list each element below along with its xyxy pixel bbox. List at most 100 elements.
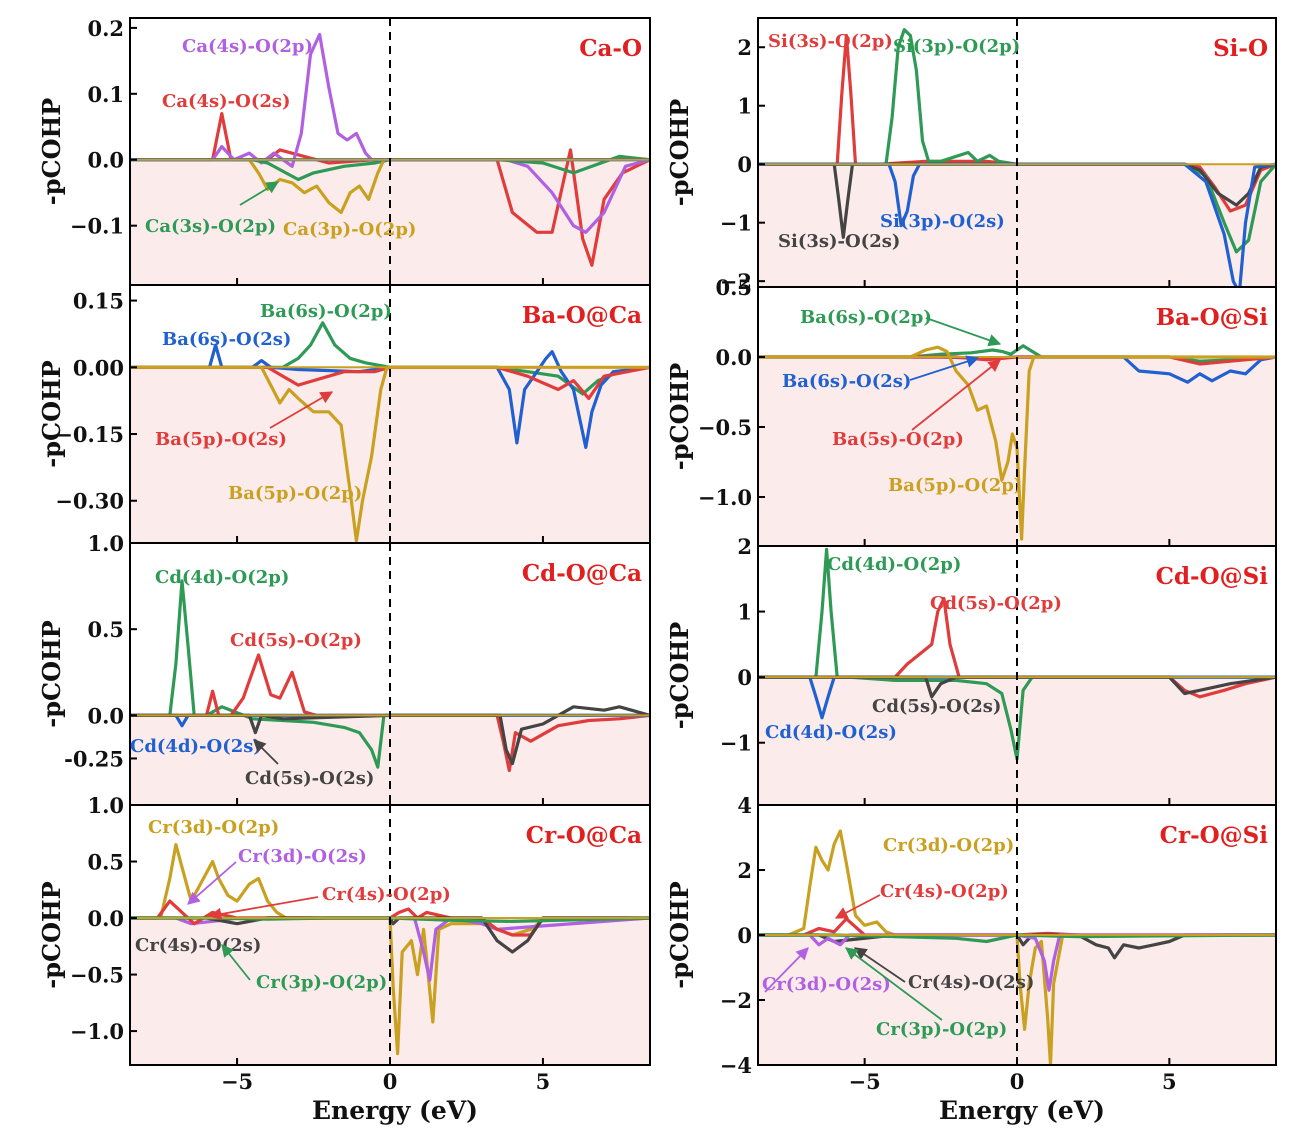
y-tick-label: −1.0 bbox=[698, 485, 752, 510]
annotation-arrow bbox=[909, 355, 980, 381]
annotation-arrow bbox=[764, 947, 809, 993]
annotation-label: Si(3p)-O(2s) bbox=[880, 211, 1005, 232]
y-axis-label: -pCOHP bbox=[37, 620, 66, 727]
x-axis-label: Energy (eV) bbox=[939, 1096, 1105, 1125]
annotation-arrow bbox=[925, 317, 1002, 347]
panel-title: Ca-O bbox=[579, 35, 642, 62]
y-tick-label: −1 bbox=[720, 731, 752, 756]
y-tick-label: 0.5 bbox=[715, 275, 752, 300]
annotation-arrow bbox=[853, 947, 906, 983]
panel-si-o: 2 1 0 −1 −2 -pCOHP Si-O Si(3s)-O(2p) Si(3p)-O(2p… bbox=[665, 17, 1277, 294]
y-tick-label: 0.0 bbox=[87, 703, 124, 728]
x-tick-label: −5 bbox=[221, 1069, 253, 1094]
panel-title: Cd-O@Si bbox=[1156, 563, 1269, 590]
annotation-label: Ba(6s)-O(2p) bbox=[800, 307, 932, 328]
annotation-label: Cr(4s)-O(2p) bbox=[880, 881, 1009, 902]
annotation-label: Cr(3p)-O(2p) bbox=[876, 1019, 1007, 1040]
y-tick-label: 1 bbox=[737, 94, 752, 119]
y-axis-label: -pCOHP bbox=[665, 881, 694, 988]
series-cd5s_o2s bbox=[130, 705, 650, 766]
y-tick-label: 0 bbox=[737, 923, 752, 948]
annotation-arrow bbox=[269, 391, 334, 429]
annotation-arrow bbox=[208, 896, 319, 921]
panel-title: Cr-O@Ca bbox=[526, 822, 642, 849]
y-axis-label: -pCOHP bbox=[665, 99, 694, 206]
y-axis-label: -pCOHP bbox=[665, 622, 694, 729]
series-ca4s_o2p bbox=[130, 32, 650, 234]
annotation-label: Si(3p)-O(2p) bbox=[893, 36, 1020, 57]
panel-title: Ba-O@Ca bbox=[522, 302, 642, 329]
panel-cd-o-ca: 1.0 0.5 0.0 -0.25 -pCOHP Cd-O@Ca Cd(4d)-O(2p) C… bbox=[37, 531, 651, 806]
y-tick-label: -0.25 bbox=[64, 746, 124, 771]
annotation-label: Si(3s)-O(2p) bbox=[768, 31, 893, 52]
x-tick-label: 5 bbox=[536, 1069, 551, 1094]
x-axis-label: Energy (eV) bbox=[312, 1096, 478, 1125]
panel-title: Ba-O@Si bbox=[1156, 304, 1269, 331]
annotation-label: Ba(6s)-O(2s) bbox=[782, 371, 911, 392]
y-axis-label: -pCOHP bbox=[37, 881, 66, 988]
annotation-arrow bbox=[187, 861, 237, 905]
annotation-label: Cr(3d)-O(2p) bbox=[148, 817, 279, 838]
annotation-arrow bbox=[221, 944, 251, 981]
annotation-label: Ba(6s)-O(2s) bbox=[162, 329, 291, 350]
annotation-label: Ca(3s)-O(2p) bbox=[145, 216, 276, 237]
y-tick-label: −1.0 bbox=[70, 1019, 124, 1044]
panel-ba-o-ca: 0.15 0.00 −0.15 −0.30 -pCOHP Ba-O@Ca Ba(6s)-O(… bbox=[37, 284, 651, 544]
annotation-label: Cr(3d)-O(2s) bbox=[762, 974, 891, 995]
panel-title: Cr-O@Si bbox=[1160, 822, 1269, 849]
panel-cr-o-si: 4 2 0 −2 −4 −5 0 5 -pCOHP Energy (eV) Cr-O@Si Cr(3d… bbox=[665, 793, 1277, 1125]
annotation-label: Ca(4s)-O(2p) bbox=[182, 36, 313, 57]
series-cr4s_o2p bbox=[130, 899, 650, 937]
panel-ca-o: 0.2 0.1 0.0 −0.1-pCOHP Ca-O Ca(4s)-O(2p) Ca(4s… bbox=[37, 16, 651, 286]
panel-cr-o-ca: 1.0 0.5 0.0 −0.5 −1.0 −5 0 5 -pCOHP Energy (eV) Cr… bbox=[37, 793, 651, 1125]
annotation-label: Si(3s)-O(2s) bbox=[778, 231, 900, 252]
annotation-arrow bbox=[253, 739, 279, 765]
annotation-label: Ca(3p)-O(2p) bbox=[283, 219, 416, 240]
x-tick-label: −5 bbox=[849, 1069, 881, 1094]
series-cd4d_o2p bbox=[130, 579, 650, 769]
annotation-label: Cr(3d)-O(2p) bbox=[883, 835, 1014, 856]
y-tick-label: 0 bbox=[737, 665, 752, 690]
y-tick-label: −0.30 bbox=[55, 489, 124, 514]
y-tick-label: 0.1 bbox=[87, 82, 124, 107]
annotation-label: Cd(4d)-O(2p) bbox=[827, 554, 961, 575]
y-tick-label: 0.5 bbox=[87, 617, 124, 642]
panel-title: Si-O bbox=[1213, 35, 1268, 62]
y-tick-label: −4 bbox=[720, 1053, 752, 1078]
annotation-label: Cd(4d)-O(2s) bbox=[130, 736, 262, 757]
annotation-arrow bbox=[834, 894, 881, 919]
y-tick-label: 0 bbox=[737, 152, 752, 177]
y-tick-label: −0.1 bbox=[70, 214, 124, 239]
y-tick-label: −2 bbox=[720, 988, 752, 1013]
annotation-label: Cr(3p)-O(2p) bbox=[256, 972, 387, 993]
annotation-label: Ba(5p)-O(2s) bbox=[155, 429, 287, 450]
y-tick-label: 0.00 bbox=[73, 355, 124, 380]
series-si3p_o2p bbox=[758, 28, 1276, 254]
y-tick-label: 4 bbox=[737, 793, 752, 818]
y-tick-label: −0.5 bbox=[698, 415, 752, 440]
panel-cd-o-si: 2 1 0 −1 -pCOHP Cd-O@Si Cd(4d)-O(2p) Cd(5s)-O(2… bbox=[665, 534, 1277, 806]
y-tick-label: 0.0 bbox=[87, 906, 124, 931]
annotation-label: Cr(4s)-O(2s) bbox=[908, 972, 1034, 993]
annotation-label: Cd(4d)-O(2p) bbox=[155, 567, 289, 588]
y-tick-label: 1 bbox=[737, 600, 752, 625]
annotation-label: Cr(4s)-O(2p) bbox=[322, 884, 451, 905]
x-tick-label: 0 bbox=[1010, 1069, 1025, 1094]
annotation-label: Cd(5s)-O(2s) bbox=[872, 696, 1001, 717]
y-axis-label: -pCOHP bbox=[665, 363, 694, 470]
y-tick-label: 2 bbox=[737, 534, 752, 559]
y-tick-label: 0.2 bbox=[87, 16, 124, 41]
series-ca4s_o2s bbox=[130, 112, 650, 267]
y-tick-label: 2 bbox=[737, 858, 752, 883]
x-tick-label: 5 bbox=[1162, 1069, 1177, 1094]
y-tick-label: 2 bbox=[737, 35, 752, 60]
y-tick-label: 0.0 bbox=[715, 345, 752, 370]
annotation-label: Cd(4d)-O(2s) bbox=[765, 722, 897, 743]
series-ba6s_o2p bbox=[130, 321, 650, 396]
series-ca3p_o2p bbox=[130, 158, 650, 215]
panel-title: Cd-O@Ca bbox=[522, 560, 642, 587]
annotation-arrow bbox=[844, 947, 943, 1021]
y-tick-label: 0.15 bbox=[73, 289, 124, 314]
annotation-label: Ba(5s)-O(2p) bbox=[832, 429, 964, 450]
